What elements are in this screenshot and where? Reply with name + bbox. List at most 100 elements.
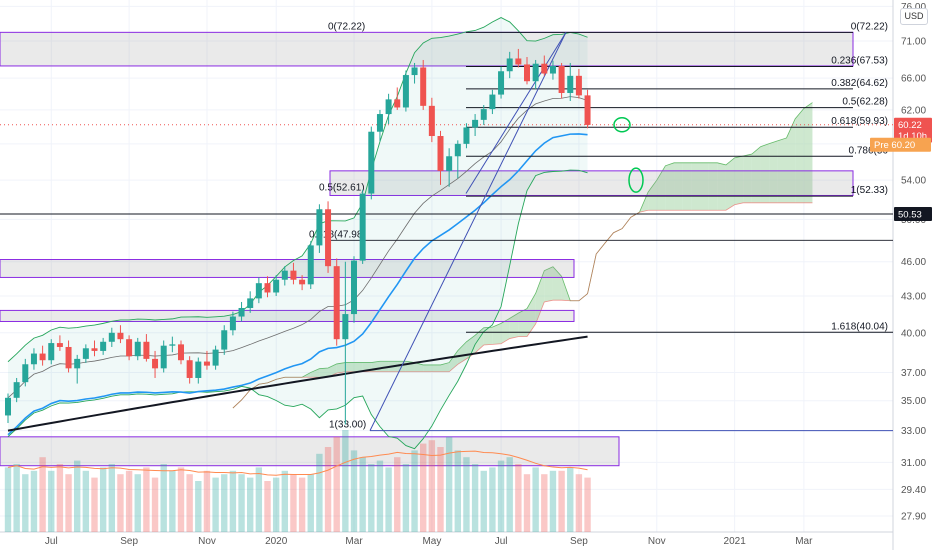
cloud-segment-bullish [544, 266, 553, 302]
volume-bar [117, 474, 124, 532]
cloud-segment-bullish [501, 318, 510, 344]
resistance-zone [0, 31, 854, 67]
candle-bullish [221, 330, 228, 350]
y-axis-tick-label: 33.00 [901, 426, 926, 437]
volume-bar [333, 436, 340, 532]
candle-bullish [247, 298, 254, 308]
volume-bar [549, 470, 557, 532]
candle-bullish [402, 75, 409, 108]
price-tag-label: 60.22 [898, 120, 922, 131]
cloud-segment-bullish [751, 146, 761, 203]
cloud-segment-bullish [457, 341, 467, 365]
fib-left-label: 0(72.22) [328, 21, 365, 32]
cloud-segment-bullish [310, 368, 320, 378]
volume-bar [541, 474, 548, 532]
volume-bar [316, 453, 323, 532]
candle-bullish [255, 283, 262, 299]
candle-bearish [143, 341, 150, 359]
cloud-segment-bullish [795, 108, 804, 203]
y-axis-tick-label: 35.00 [901, 396, 926, 407]
resistance-zone [0, 436, 620, 467]
volume-bar [298, 477, 306, 532]
cloud-segment-bullish [518, 308, 527, 337]
cloud-segment-bullish [483, 327, 493, 346]
candle-bullish [549, 65, 556, 74]
volume-bar [454, 450, 461, 532]
volume-bar [125, 470, 133, 532]
grid-lines [0, 0, 894, 550]
volume-bar [523, 474, 531, 532]
cloud-segment-bullish [414, 362, 424, 372]
candle-bullish [506, 58, 513, 72]
volume-bar [359, 457, 366, 532]
candle-bearish [65, 346, 72, 369]
candle-bullish [48, 343, 55, 361]
x-axis-tick-label: Sep [570, 536, 588, 547]
cloud-segment-bullish [319, 367, 329, 378]
volume-bar [420, 443, 427, 532]
cloud-segment-bullish [527, 293, 536, 337]
y-axis-tick-label: 37.00 [901, 368, 926, 379]
candle-bearish [575, 75, 582, 96]
volume-bar [177, 467, 185, 532]
candle-bearish [541, 63, 548, 74]
trend-line [465, 32, 567, 194]
y-axis-tick-label: 54.00 [901, 176, 926, 187]
volume-bar [247, 477, 254, 532]
x-axis-tick-label: Jul [495, 536, 508, 547]
candle-bullish [195, 361, 202, 378]
cloud-segment-bullish [440, 362, 450, 372]
resistance-zone [329, 170, 854, 196]
volume-bar [445, 436, 453, 532]
candle-bullish [74, 358, 81, 369]
volume-bar [82, 470, 90, 532]
volume-bar [350, 450, 358, 532]
cloud-segment-bullish [717, 162, 726, 211]
cloud-segment-bullish [708, 162, 718, 211]
x-axis-tick-label: Nov [198, 536, 216, 547]
candle-bullish [463, 127, 470, 144]
fib-extension-label: 1.618(40.04) [831, 321, 888, 332]
volume-bar [151, 477, 159, 532]
x-axis-tick-label: Nov [648, 536, 666, 547]
candle-bearish [290, 270, 297, 280]
candle-bearish [264, 283, 271, 293]
cloud-segment-bullish [423, 364, 432, 372]
bollinger-fill [8, 17, 588, 449]
volume-bar [324, 447, 332, 532]
volume-bar [385, 467, 392, 532]
fib-level-label: 1(52.33) [851, 185, 888, 196]
volume-bar [307, 474, 314, 532]
volume-bar [238, 474, 245, 532]
candle-bullish [446, 156, 453, 171]
candle-bullish [385, 99, 392, 115]
candle-bullish [22, 364, 29, 383]
candle-bullish [5, 397, 11, 416]
volume-bar [506, 457, 513, 532]
candle-bullish [82, 348, 89, 359]
volume-bar [195, 481, 202, 532]
candle-bullish [13, 382, 20, 398]
volume-bar [212, 477, 219, 532]
currency-badge[interactable]: USD [900, 8, 928, 25]
candle-bearish [299, 279, 306, 285]
x-axis-tick-label: Mar [795, 536, 813, 547]
cloud-segment-bullish [492, 323, 502, 345]
volume-bar [281, 470, 288, 532]
candle-bearish [584, 95, 591, 125]
cloud-segment-bullish [345, 362, 354, 372]
volume-bar [169, 470, 176, 532]
candle-bearish [178, 344, 184, 361]
volume-bar [463, 457, 470, 532]
y-axis-tick-label: 31.00 [901, 458, 926, 469]
bollinger-bands [7, 17, 588, 450]
volume-bar [480, 470, 487, 532]
fib-left-label: 0.618(47.98) [309, 229, 366, 240]
candle-bearish [558, 65, 565, 93]
volume-bar [134, 474, 141, 532]
volume-bar [221, 474, 228, 532]
cloud-segment-bullish [691, 162, 700, 211]
candle-bearish [152, 358, 159, 369]
